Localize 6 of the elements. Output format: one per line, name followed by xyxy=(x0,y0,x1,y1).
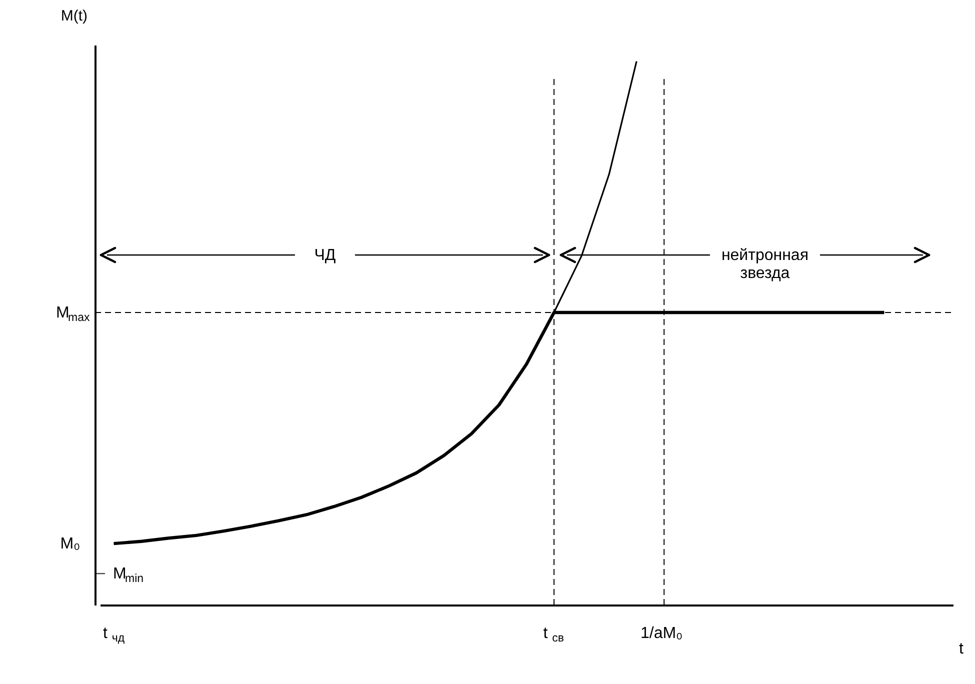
y-axis-title: M(t) xyxy=(60,8,88,24)
annotation: ЧД xyxy=(314,247,336,264)
x-axis-title: t xyxy=(959,640,964,658)
x-tick-label: 1/aM₀ xyxy=(640,625,683,642)
annotation: нейтронная звезда xyxy=(721,247,808,282)
text: M₀ xyxy=(60,536,80,553)
